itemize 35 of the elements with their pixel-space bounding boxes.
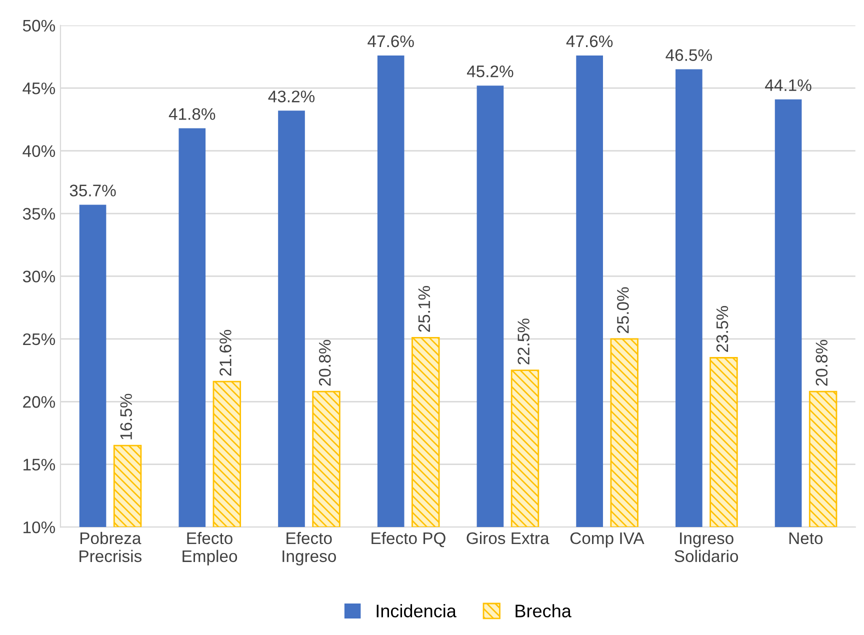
data-label: 43.2%	[268, 90, 315, 102]
data-label: 46.5%	[666, 49, 712, 61]
y-tick-label: 30%	[22, 270, 56, 282]
data-label: 21.6%	[220, 330, 232, 376]
data-label: 25.1%	[418, 286, 430, 332]
y-tick-label: 10%	[24, 521, 56, 534]
y-tick-label: 45%	[22, 82, 56, 94]
data-label: 47.6%	[368, 35, 414, 48]
y-tick-label: 20%	[23, 396, 56, 408]
x-tick-label: Efecto Ingreso	[282, 532, 336, 566]
data-label: 47.6%	[566, 35, 613, 48]
x-tick-label: Neto	[789, 532, 823, 544]
y-tick-label: 15%	[24, 458, 56, 471]
y-tick-label: 25%	[23, 333, 56, 346]
data-label: 44.1%	[765, 79, 812, 92]
x-tick-label: Pobreza Precrisis	[80, 532, 142, 562]
x-tick-label: Efecto Empleo	[182, 532, 238, 566]
data-label: 20.8%	[816, 340, 828, 386]
y-tick-label: 40%	[22, 145, 56, 158]
legend-label: Incidencia	[376, 604, 456, 618]
x-tick-label: Efecto PQ	[372, 532, 446, 548]
data-label: 20.8%	[318, 340, 331, 386]
data-label: 35.7%	[70, 184, 116, 196]
data-label: 23.5%	[716, 306, 728, 352]
data-label: 41.8%	[168, 108, 216, 120]
data-label: 16.5%	[120, 394, 132, 440]
y-tick-label: 35%	[22, 208, 56, 220]
data-label: 25.0%	[617, 287, 629, 334]
x-tick-label: Ingreso Solidario	[674, 532, 738, 562]
legend-label: Brecha	[516, 604, 572, 618]
x-tick-label: Comp IVA	[570, 532, 644, 548]
x-tick-label: Giros Extra	[466, 532, 550, 544]
data-label: 22.5%	[518, 318, 530, 364]
y-tick-label: 50%	[22, 20, 56, 32]
data-label: 45.2%	[466, 65, 514, 78]
